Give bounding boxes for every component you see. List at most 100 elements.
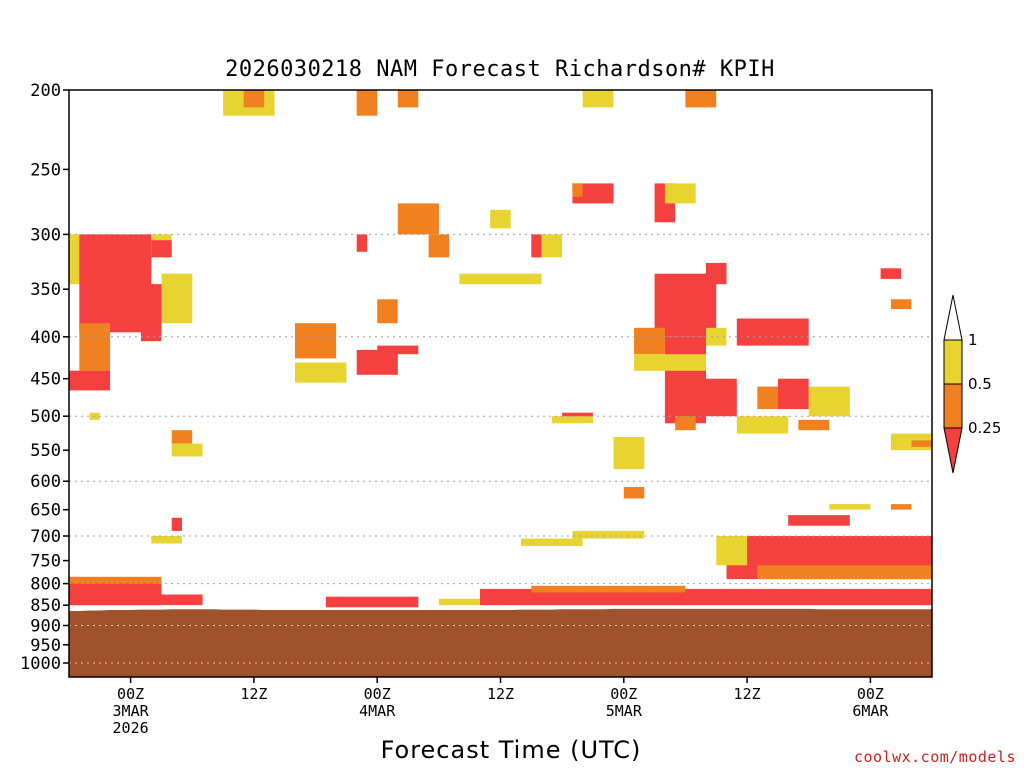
ri-cell-high	[521, 538, 583, 547]
y-tick-label: 900	[30, 617, 61, 637]
ground-fill	[69, 608, 932, 677]
ri-cell-mid	[397, 90, 419, 108]
ri-cell-low	[695, 378, 737, 417]
ri-cell-mid	[377, 299, 398, 324]
legend-label: 0.5	[968, 375, 992, 393]
ri-cell-low	[736, 318, 809, 346]
x-tick-label: 12Z	[487, 685, 514, 703]
ri-cell-high	[171, 443, 203, 457]
legend-swatch	[943, 383, 963, 429]
legend-arrow-bottom	[943, 427, 963, 474]
ri-cell-low	[171, 517, 182, 531]
ri-cell-low	[777, 378, 809, 409]
ri-cell-high	[716, 536, 748, 566]
ri-cell-low	[788, 515, 850, 526]
ri-cell-high	[808, 386, 850, 417]
ri-cell-mid	[757, 565, 932, 580]
y-tick-label: 550	[30, 441, 61, 461]
ri-cell-low	[356, 234, 367, 252]
ri-cell-high	[151, 536, 182, 544]
y-tick-label: 250	[30, 160, 61, 180]
x-tick-label: 00Z	[117, 685, 144, 703]
ri-cell-low	[706, 262, 727, 285]
ri-cell-high	[582, 90, 614, 108]
ri-cell-high	[572, 530, 645, 539]
y-tick-label: 1000	[20, 654, 61, 674]
x-tick-label: 00Z	[857, 685, 884, 703]
ri-cell-mid	[890, 299, 912, 310]
ri-cell-high	[664, 183, 696, 204]
ri-cell-mid	[79, 323, 111, 371]
ri-cell-low	[69, 594, 203, 606]
x-tick-label: 00Z	[364, 685, 391, 703]
ri-cell-low	[480, 588, 932, 606]
ri-cell-mid	[911, 440, 932, 447]
richardson-cells	[69, 90, 932, 608]
y-axis: 200 250 300 350 400 450 500 550 600 650 700 750 8008…	[20, 81, 69, 674]
credit-text: coolwx.com/models	[854, 748, 1016, 766]
ri-cell-mid	[685, 90, 717, 108]
y-tick-label: 350	[30, 280, 61, 300]
ri-cell-high	[706, 327, 727, 346]
ri-cell-low	[79, 234, 152, 333]
ri-cell-low	[140, 284, 162, 342]
ri-cell-high	[634, 354, 706, 371]
legend-swatch	[943, 339, 963, 385]
ri-cell-mid	[171, 430, 193, 444]
ri-cell-high	[295, 362, 347, 383]
ri-cell-mid	[243, 90, 265, 108]
y-tick-label: 300	[30, 225, 61, 245]
color-legend: 1 0.5 0.25	[943, 294, 1001, 474]
ri-cell-low	[531, 234, 542, 258]
ri-cell-mid	[798, 419, 830, 431]
y-tick-label: 500	[30, 407, 61, 427]
ground-surface-line	[69, 607, 932, 611]
ri-cell-mid	[69, 576, 162, 584]
ri-cell-low	[377, 345, 419, 355]
ri-cell-low	[325, 596, 419, 608]
x-tick-label: 00Z	[610, 685, 637, 703]
x-tick-label: 12Z	[240, 685, 267, 703]
x-tick-label: 4MAR	[359, 702, 396, 720]
legend-label: 0.25	[968, 419, 1001, 437]
ri-cell-low	[151, 240, 172, 258]
x-tick-label: 2026	[113, 719, 149, 737]
x-tick-label: 3MAR	[113, 702, 150, 720]
ri-cell-high	[736, 416, 789, 434]
ri-cell-high	[438, 598, 480, 606]
y-tick-label: 200	[30, 81, 61, 101]
y-tick-label: 400	[30, 328, 61, 348]
ri-cell-high	[541, 234, 563, 258]
y-tick-label: 850	[30, 596, 61, 616]
y-tick-label: 800	[30, 575, 61, 595]
y-tick-label: 650	[30, 501, 61, 521]
y-tick-label: 950	[30, 636, 61, 656]
ri-cell-mid	[623, 487, 645, 499]
y-tick-label: 750	[30, 552, 61, 572]
ri-cell-mid	[675, 416, 696, 431]
chart-title: 2026030218 NAM Forecast Richardson# KPIH	[225, 57, 775, 82]
ri-cell-high	[829, 504, 871, 510]
legend-label: 1	[968, 331, 978, 349]
ri-cell-mid	[397, 203, 439, 235]
ri-cell-low	[654, 273, 717, 337]
ri-cell-mid	[531, 585, 686, 593]
ground-terrain	[69, 607, 932, 677]
ri-cell-high	[613, 437, 645, 470]
ri-cell-mid	[356, 90, 378, 116]
ri-cell-high	[459, 273, 542, 285]
x-tick-label: 5MAR	[606, 702, 643, 720]
x-axis-title: Forecast Time (UTC)	[381, 736, 642, 764]
x-tick-label: 6MAR	[852, 702, 889, 720]
ri-cell-mid	[890, 504, 912, 510]
ri-cell-high	[161, 273, 193, 324]
ri-cell-mid	[572, 183, 583, 197]
y-tick-label: 450	[30, 370, 61, 390]
ri-cell-mid	[634, 327, 665, 355]
y-tick-label: 700	[30, 527, 61, 547]
ri-cell-low	[69, 370, 111, 391]
ri-cell-mid	[295, 323, 337, 359]
ri-cell-low	[880, 268, 902, 279]
